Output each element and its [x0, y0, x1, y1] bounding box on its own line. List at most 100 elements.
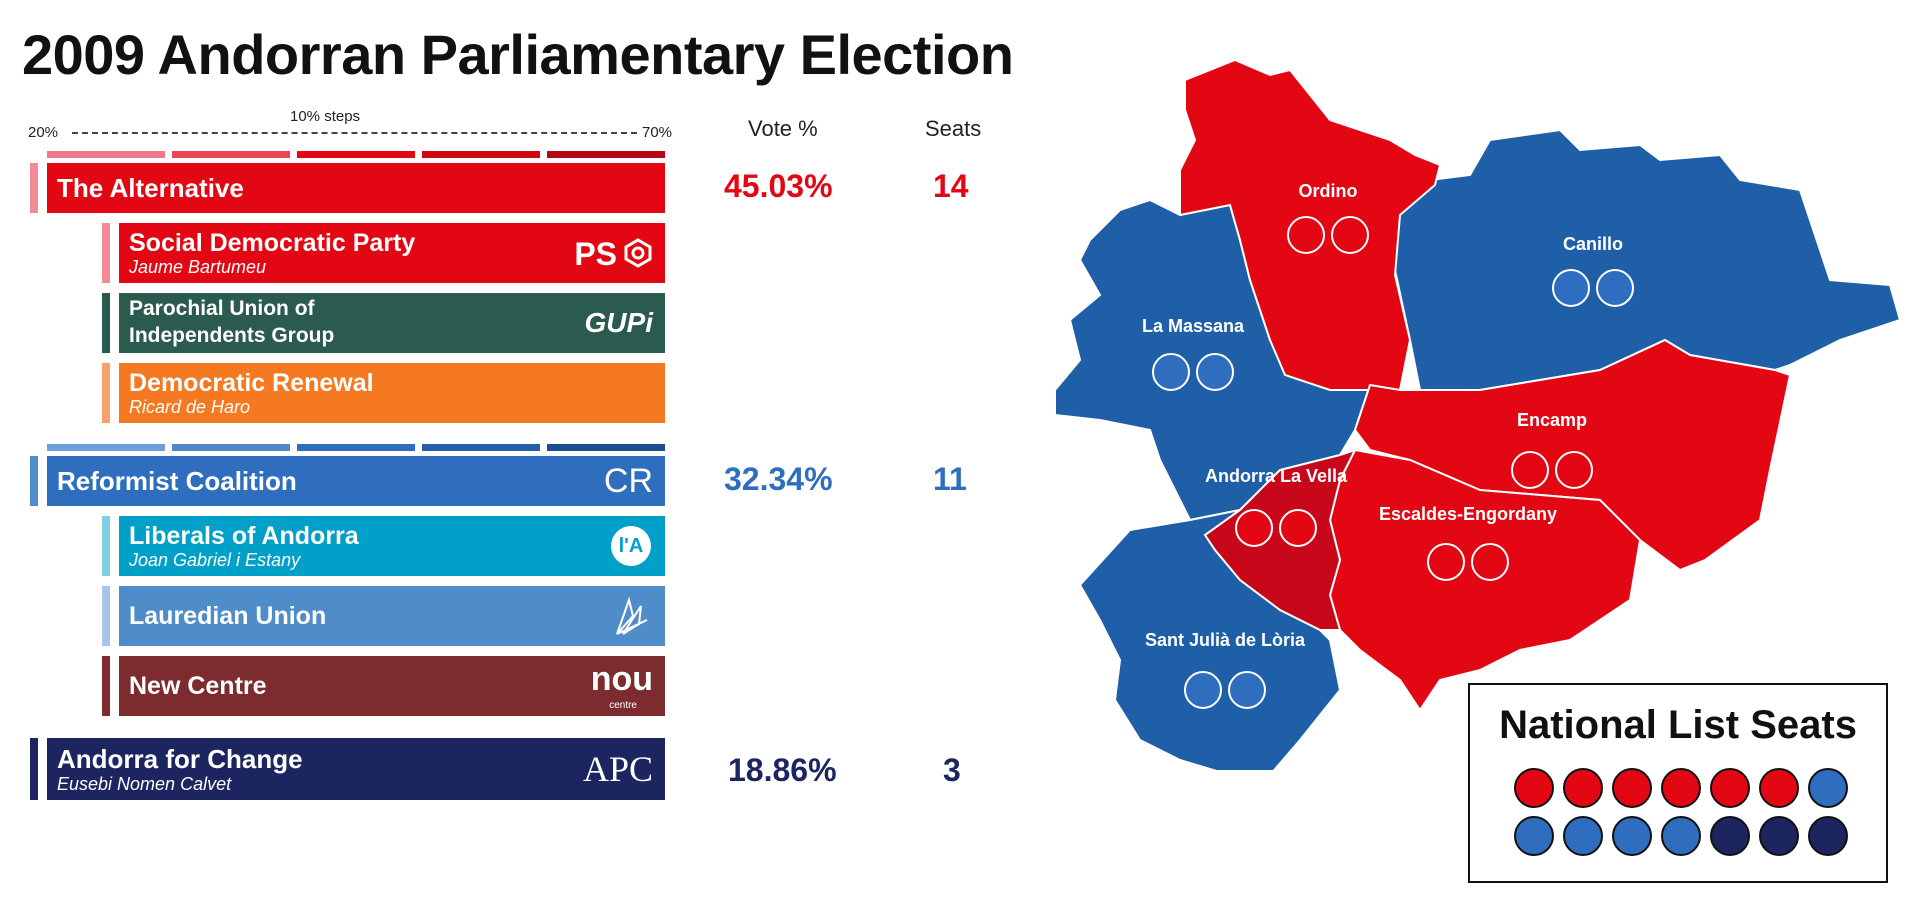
lauredian-bar: Lauredian Union [119, 586, 665, 646]
liberals-logo: l'A [618, 535, 644, 557]
liberals-leader: Joan Gabriel i Estany [129, 550, 301, 570]
parish-seat-marker [1596, 269, 1634, 307]
lauredian-accent [102, 586, 110, 646]
alternative-bar: The Alternative [47, 163, 665, 213]
scale-segment [422, 151, 540, 158]
national-list-seat [1759, 816, 1799, 856]
national-list-seat [1612, 816, 1652, 856]
parish-seat-marker [1235, 509, 1273, 547]
parish-seat-marker [1555, 451, 1593, 489]
gupi-name-line2: Independents Group [129, 324, 335, 347]
parish-seat-marker [1196, 353, 1234, 391]
gupi-accent [102, 293, 110, 353]
national-list-seat [1563, 768, 1603, 808]
apc-name: Andorra for Change [57, 744, 303, 774]
parish-label: Canillo [1563, 234, 1623, 254]
leaf-icon [616, 596, 648, 635]
national-list-seat [1514, 768, 1554, 808]
scale-caption: 10% steps [290, 108, 361, 125]
national-list-seat [1661, 768, 1701, 808]
seats-column-header: Seats [925, 116, 982, 141]
apc-seats: 3 [943, 752, 961, 788]
alternative-name: The Alternative [57, 173, 244, 203]
parish-markers: Ordino Canillo La Massana Encamp Andorra La … [1142, 181, 1634, 709]
newcentre-logo-sub: centre [609, 700, 637, 711]
parish-seat-marker [1471, 543, 1509, 581]
scale-segment [547, 151, 665, 158]
parish-label: Encamp [1517, 410, 1587, 430]
reformist-seats: 11 [933, 461, 967, 497]
national-list-title: National List Seats [1499, 703, 1857, 747]
parish-label: Sant Julià de Lòria [1145, 630, 1306, 650]
scale-max-label: 70% [642, 124, 673, 141]
ps-leader: Jaume Bartumeu [129, 257, 267, 277]
reformist-logo: CR [603, 462, 653, 500]
page-title: 2009 Andorran Parliamentary Election [22, 23, 1014, 86]
parish-seat-marker [1427, 543, 1465, 581]
newcentre-name: New Centre [129, 672, 267, 700]
parish-label: Andorra La Vella [1205, 466, 1348, 486]
reformist-bar: Reformist Coalition CR [47, 456, 665, 506]
liberals-name: Liberals of Andorra [129, 522, 359, 550]
parish-seat-marker [1228, 671, 1266, 709]
reformist-name: Reformist Coalition [57, 466, 297, 496]
scale-segment [297, 444, 415, 451]
scale-dashed-line [72, 132, 637, 134]
liberals-bar: Liberals of Andorra Joan Gabriel i Estan… [119, 516, 665, 576]
apc-bar: Andorra for Change Eusebi Nomen Calvet A… [47, 738, 665, 800]
parish-seat-marker [1152, 353, 1190, 391]
parish-label: Ordino [1299, 181, 1358, 201]
national-list-seat [1759, 768, 1799, 808]
parish-label: La Massana [1142, 316, 1245, 336]
gupi-bar: Parochial Union of Independents Group GU… [119, 293, 665, 353]
rose-icon [624, 238, 652, 268]
national-list-seat [1808, 768, 1848, 808]
national-list-seat [1710, 816, 1750, 856]
scale-min-label: 20% [28, 124, 59, 141]
alternative-vote: 45.03% [724, 168, 833, 204]
parish-seat-marker [1331, 216, 1369, 254]
national-list-seat [1710, 768, 1750, 808]
liberals-logo-circle: l'A [611, 526, 651, 566]
parish-seat-marker [1287, 216, 1325, 254]
scale-segment [297, 151, 415, 158]
liberals-accent [102, 516, 110, 576]
renewal-leader: Ricard de Haro [129, 397, 251, 417]
apc-logo: APC [582, 749, 653, 789]
renewal-accent [102, 363, 110, 423]
newcentre-logo: nou [590, 660, 653, 698]
parish-seat-marker [1184, 671, 1222, 709]
parish-region-andorra-la-vella [1203, 448, 1357, 631]
national-list-seat [1563, 816, 1603, 856]
parish-seat-marker [1511, 451, 1549, 489]
alternative-seats: 14 [933, 168, 969, 204]
ps-accent [102, 223, 110, 283]
vote-column-header: Vote % [748, 116, 818, 141]
gupi-name-line1: Parochial Union of [129, 297, 315, 320]
ps-bar: Social Democratic Party Jaume Bartumeu P… [119, 223, 665, 283]
parish-seat-marker [1279, 509, 1317, 547]
ps-name: Social Democratic Party [129, 229, 416, 257]
scale-segment [172, 151, 290, 158]
national-list-seat [1808, 816, 1848, 856]
reformist-accent [30, 456, 38, 506]
parish-seat-marker [1552, 269, 1590, 307]
renewal-bar: Democratic Renewal Ricard de Haro [119, 363, 665, 423]
reformist-vote: 32.34% [724, 461, 833, 497]
scale-segment [47, 151, 165, 158]
national-list-seat [1612, 768, 1652, 808]
andorra-parish-map: Ordino Canillo La Massana Encamp Andorra La … [1054, 58, 1902, 770]
ps-logo: PS [574, 236, 617, 272]
newcentre-accent [102, 656, 110, 716]
renewal-name: Democratic Renewal [129, 369, 374, 397]
newcentre-bar: New Centre nou centre [119, 656, 665, 716]
national-list-seat [1661, 816, 1701, 856]
apc-accent [30, 738, 38, 800]
parish-label: Escaldes-Engordany [1379, 504, 1557, 524]
lauredian-name: Lauredian Union [129, 602, 327, 630]
apc-leader: Eusebi Nomen Calvet [57, 774, 232, 794]
national-list-box: National List Seats [1468, 683, 1888, 883]
apc-vote: 18.86% [728, 752, 837, 788]
scale-segment [47, 444, 165, 451]
alternative-accent [30, 163, 38, 213]
